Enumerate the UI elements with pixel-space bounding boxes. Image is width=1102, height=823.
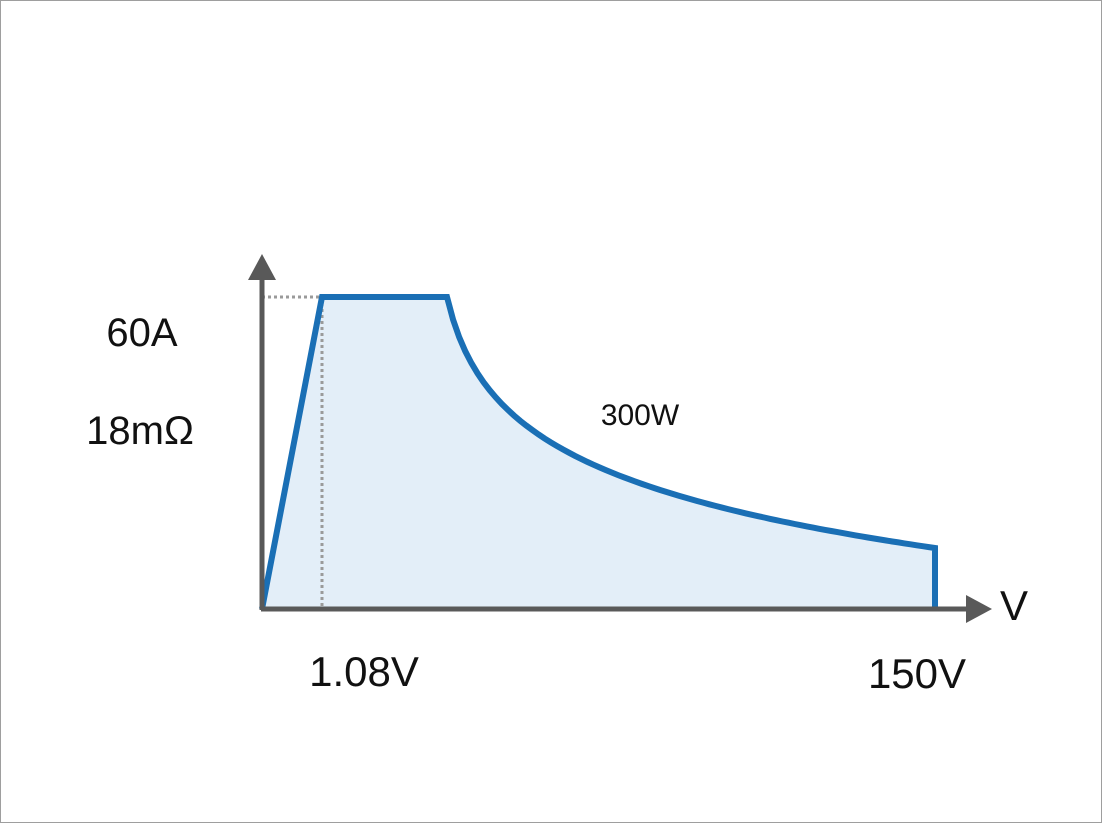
operating-area-fill — [262, 297, 935, 609]
y-label-resistance: 18mΩ — [86, 409, 194, 453]
knee-guide-lines — [262, 295, 324, 609]
y-axis-arrowhead — [248, 254, 276, 280]
y-label-current: 60A — [106, 311, 177, 355]
x-tick-knee-voltage: 1.08V — [309, 648, 419, 695]
x-axis-label: V — [1000, 582, 1028, 629]
x-tick-max-voltage: 150V — [868, 650, 966, 697]
x-axis-arrowhead — [966, 595, 992, 623]
power-envelope-line — [259, 294, 938, 610]
power-annotation: 300W — [601, 399, 680, 432]
